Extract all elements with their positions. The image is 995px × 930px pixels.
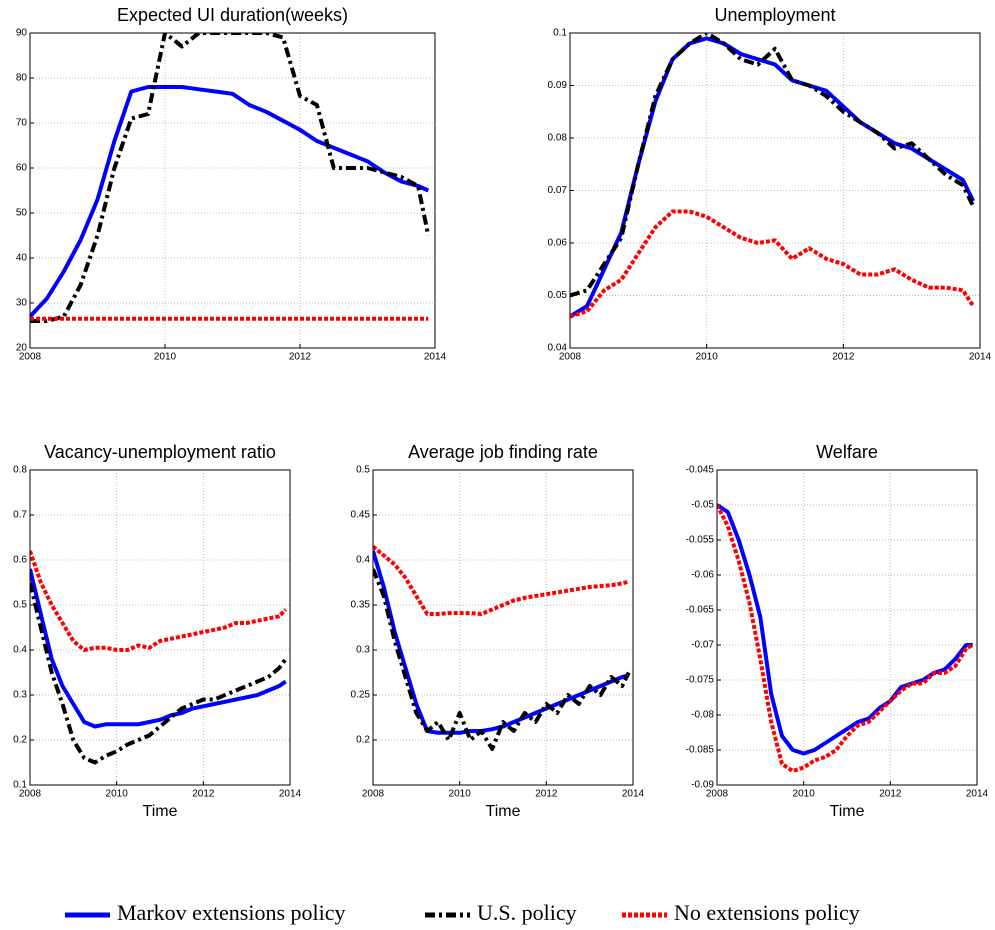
y-tick-label: -0.045 xyxy=(686,465,715,476)
x-tick-label: 2008 xyxy=(706,789,729,800)
y-tick-label: 0.05 xyxy=(548,290,568,301)
plot-frame xyxy=(569,32,981,349)
chart-title: Vacancy-unemployment ratio xyxy=(44,442,276,462)
legend-label: Markov extensions policy xyxy=(117,900,346,925)
y-tick-label: -0.075 xyxy=(686,675,715,686)
x-tick-label: 2012 xyxy=(289,352,312,363)
x-tick-label: 2008 xyxy=(19,789,42,800)
y-tick-label: 0.35 xyxy=(351,600,371,611)
legend-label: U.S. policy xyxy=(477,900,577,925)
y-tick-label: 0.7 xyxy=(13,510,27,521)
series-line xyxy=(570,33,975,298)
y-tick-label: 90 xyxy=(16,28,28,39)
x-tick-label: 2008 xyxy=(362,789,385,800)
y-tick-label: 0.1 xyxy=(13,780,27,791)
x-tick-label: 2008 xyxy=(559,352,582,363)
y-tick-label: 0.3 xyxy=(356,645,370,656)
y-tick-label: 0.4 xyxy=(13,645,27,656)
y-tick-label: 50 xyxy=(16,208,28,219)
chart: 0.04 0.05 0.06 0.07 0.08 0.09 0.1 2008 2010 2012 2… xyxy=(548,5,992,363)
x-tick-label: 2014 xyxy=(966,789,989,800)
y-tick-label: 0.04 xyxy=(548,343,568,354)
chart-title: Unemployment xyxy=(714,5,835,25)
x-tick-label: 2012 xyxy=(832,352,855,363)
x-tick-label: 2012 xyxy=(535,789,558,800)
x-tick-label: 2010 xyxy=(449,789,472,800)
y-tick-label: -0.06 xyxy=(691,570,714,581)
y-tick-label: -0.07 xyxy=(691,640,714,651)
y-tick-label: 0.07 xyxy=(548,185,568,196)
y-tick-label: 0.8 xyxy=(13,465,27,476)
y-tick-label: 0.2 xyxy=(13,735,27,746)
plot-frame xyxy=(372,469,634,786)
y-tick-label: -0.065 xyxy=(686,605,715,616)
series-line xyxy=(30,85,430,318)
x-tick-label: 2014 xyxy=(622,789,645,800)
y-tick-label: 30 xyxy=(16,298,28,309)
y-tick-label: 0.3 xyxy=(13,690,27,701)
plot-area xyxy=(30,33,435,348)
y-tick-label: -0.055 xyxy=(686,535,715,546)
x-tick-label: 2008 xyxy=(19,352,42,363)
series-line xyxy=(30,550,288,652)
series-line xyxy=(570,209,975,319)
y-tick-label: 70 xyxy=(16,118,28,129)
x-tick-label: 2010 xyxy=(106,789,129,800)
series-line xyxy=(373,544,630,616)
y-tick-label: 40 xyxy=(16,253,28,264)
y-tick-label: 20 xyxy=(16,343,28,354)
x-tick-label: 2014 xyxy=(969,352,992,363)
x-axis-label: Time xyxy=(486,803,521,820)
plot-frame xyxy=(716,469,978,786)
chart: 0.2 0.25 0.3 0.35 0.4 0.45 0.5 2008 2010 2012 2014… xyxy=(351,442,645,820)
plot-area xyxy=(373,470,633,785)
series-line xyxy=(373,568,631,751)
y-tick-label: -0.085 xyxy=(686,745,715,756)
series-line xyxy=(30,582,288,765)
plot-area xyxy=(30,470,290,785)
legend-label: No extensions policy xyxy=(674,900,860,925)
x-axis-label: Time xyxy=(143,803,178,820)
series-line xyxy=(717,504,974,773)
x-axis-label: Time xyxy=(830,803,865,820)
plot-frame xyxy=(29,469,291,786)
y-tick-label: 0.1 xyxy=(553,28,567,39)
chart-title: Welfare xyxy=(816,442,878,462)
y-tick-label: -0.09 xyxy=(691,780,714,791)
y-tick-label: 0.6 xyxy=(13,555,27,566)
chart-title: Average job finding rate xyxy=(408,442,598,462)
x-tick-label: 2012 xyxy=(879,789,902,800)
y-tick-label: 0.45 xyxy=(351,510,371,521)
y-tick-label: 0.2 xyxy=(356,735,370,746)
chart-title: Expected UI duration(weeks) xyxy=(117,5,348,25)
y-tick-label: 0.5 xyxy=(13,600,27,611)
series-line xyxy=(30,568,287,729)
y-tick-label: -0.05 xyxy=(691,500,714,511)
y-tick-label: 0.5 xyxy=(356,465,370,476)
x-tick-label: 2014 xyxy=(279,789,302,800)
plot-frame xyxy=(29,32,436,349)
y-tick-label: 0.25 xyxy=(351,690,371,701)
y-tick-label: 60 xyxy=(16,163,28,174)
x-tick-label: 2012 xyxy=(192,789,215,800)
y-tick-label: 0.08 xyxy=(548,133,568,144)
series-line xyxy=(30,33,431,323)
chart: 20 30 40 50 60 70 80 90 2008 2010 2012 2014 Expected… xyxy=(16,5,447,363)
y-tick-label: 80 xyxy=(16,73,28,84)
chart: -0.09 -0.085 -0.08 -0.075 -0.07 -0.065 -0.06 -0… xyxy=(686,442,989,820)
y-tick-label: 0.4 xyxy=(356,555,370,566)
y-tick-label: 0.09 xyxy=(548,80,568,91)
y-tick-label: -0.08 xyxy=(691,710,714,721)
y-tick-label: 0.06 xyxy=(548,238,568,249)
chart: 0.1 0.2 0.3 0.4 0.5 0.6 0.7 0.8 2008 2010 2012 2014… xyxy=(13,442,301,820)
x-tick-label: 2010 xyxy=(793,789,816,800)
x-tick-label: 2014 xyxy=(424,352,447,363)
x-tick-label: 2010 xyxy=(154,352,177,363)
x-tick-label: 2010 xyxy=(696,352,719,363)
